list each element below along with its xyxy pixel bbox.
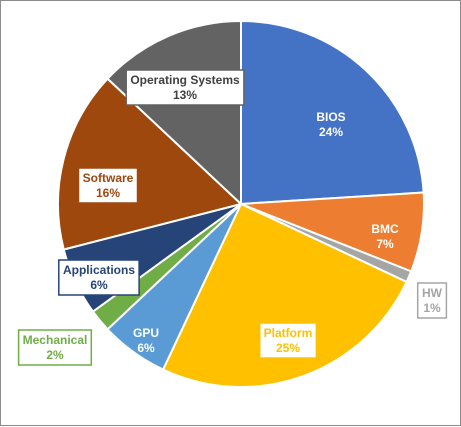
label-name-hw: HW [422,286,443,300]
label-name-bmc: BMC [371,222,399,236]
data-label-hw: HW1% [416,282,448,319]
label-name-software: Software [83,171,134,185]
label-name-gpu: GPU [133,326,159,340]
pie-slice-operating-systems [106,20,242,205]
label-value-software: 16% [96,186,120,200]
label-name-applications: Applications [63,263,135,277]
data-labels: BIOS24%BMC7%HW1%Platform25%GPU6%Mechanic… [17,69,448,366]
label-box-platform [258,322,318,359]
label-value-operating-systems: 13% [173,88,197,102]
label-value-mechanical: 2% [46,348,64,362]
label-box-mechanical [17,329,93,366]
label-name-operating-systems: Operating Systems [130,73,240,87]
label-value-gpu: 6% [137,341,155,355]
label-box-applications [58,259,140,296]
pie-slice-software [57,77,242,251]
label-box-software [77,167,139,204]
label-box-hw [416,282,448,319]
label-value-bmc: 7% [376,237,394,251]
label-name-platform: Platform [264,326,313,340]
label-value-hw: 1% [423,301,441,315]
label-value-bios: 24% [319,125,343,139]
label-value-platform: 25% [276,341,300,355]
label-name-mechanical: Mechanical [23,333,88,347]
pie-slice-platform [162,203,408,388]
pie-slice-bios [240,20,425,205]
label-name-bios: BIOS [316,110,345,124]
label-value-applications: 6% [90,278,108,292]
label-box-operating-systems [125,69,245,106]
